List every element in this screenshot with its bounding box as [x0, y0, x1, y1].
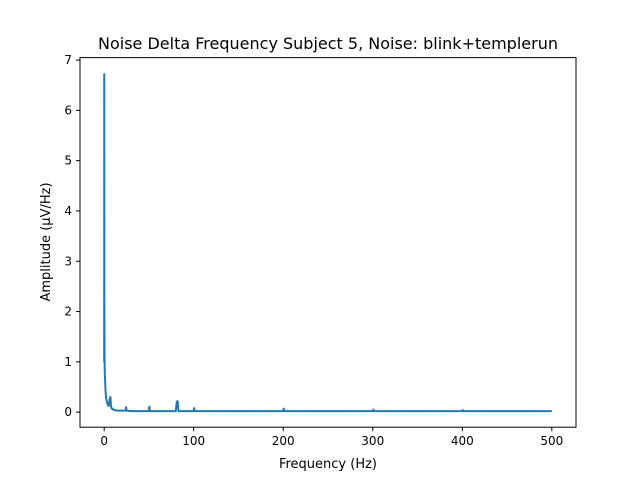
y-tick-label: 0 [64, 405, 72, 419]
chart-title: Noise Delta Frequency Subject 5, Noise: … [98, 34, 558, 53]
series-line [103, 73, 552, 413]
y-tick-label: 4 [64, 204, 72, 218]
x-tick-label: 500 [540, 434, 563, 448]
y-tick-label: 1 [64, 355, 72, 369]
axes-frame [79, 57, 577, 428]
y-tick-label: 2 [64, 305, 72, 319]
y-axis-label: Amplitude (μV/Hz) [39, 182, 54, 301]
x-tick-label: 400 [451, 434, 474, 448]
x-axis-label: Frequency (Hz) [279, 457, 377, 472]
y-tick-label: 7 [64, 53, 72, 67]
x-tick-label: 100 [182, 434, 205, 448]
tick-labels: 0 100 200 300 400 500 0 1 2 3 4 5 6 7 [64, 53, 563, 448]
y-tick-label: 6 [64, 103, 72, 117]
x-tick-label: 0 [100, 434, 108, 448]
x-tick-label: 200 [272, 434, 295, 448]
y-tick-label: 3 [64, 254, 72, 268]
plot-area [103, 73, 552, 413]
x-tick-label: 300 [361, 434, 384, 448]
y-tick-label: 5 [64, 154, 72, 168]
